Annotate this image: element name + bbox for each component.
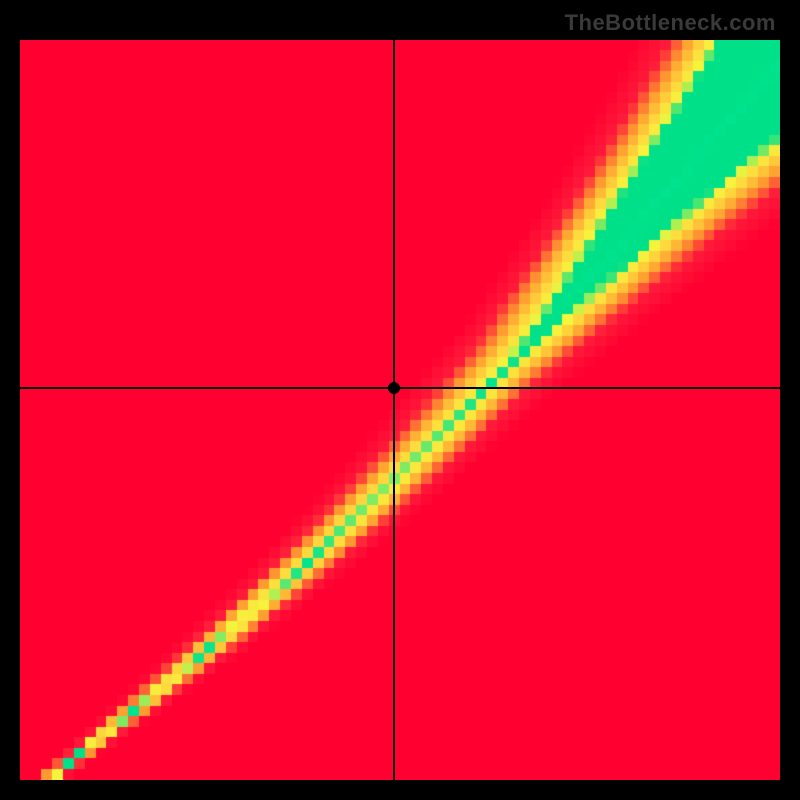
bottleneck-heatmap [20, 40, 780, 780]
crosshair-vertical [393, 40, 395, 780]
selection-marker [388, 382, 400, 394]
heatmap-canvas [20, 40, 780, 780]
crosshair-horizontal [20, 387, 780, 389]
watermark-text: TheBottleneck.com [565, 10, 776, 36]
